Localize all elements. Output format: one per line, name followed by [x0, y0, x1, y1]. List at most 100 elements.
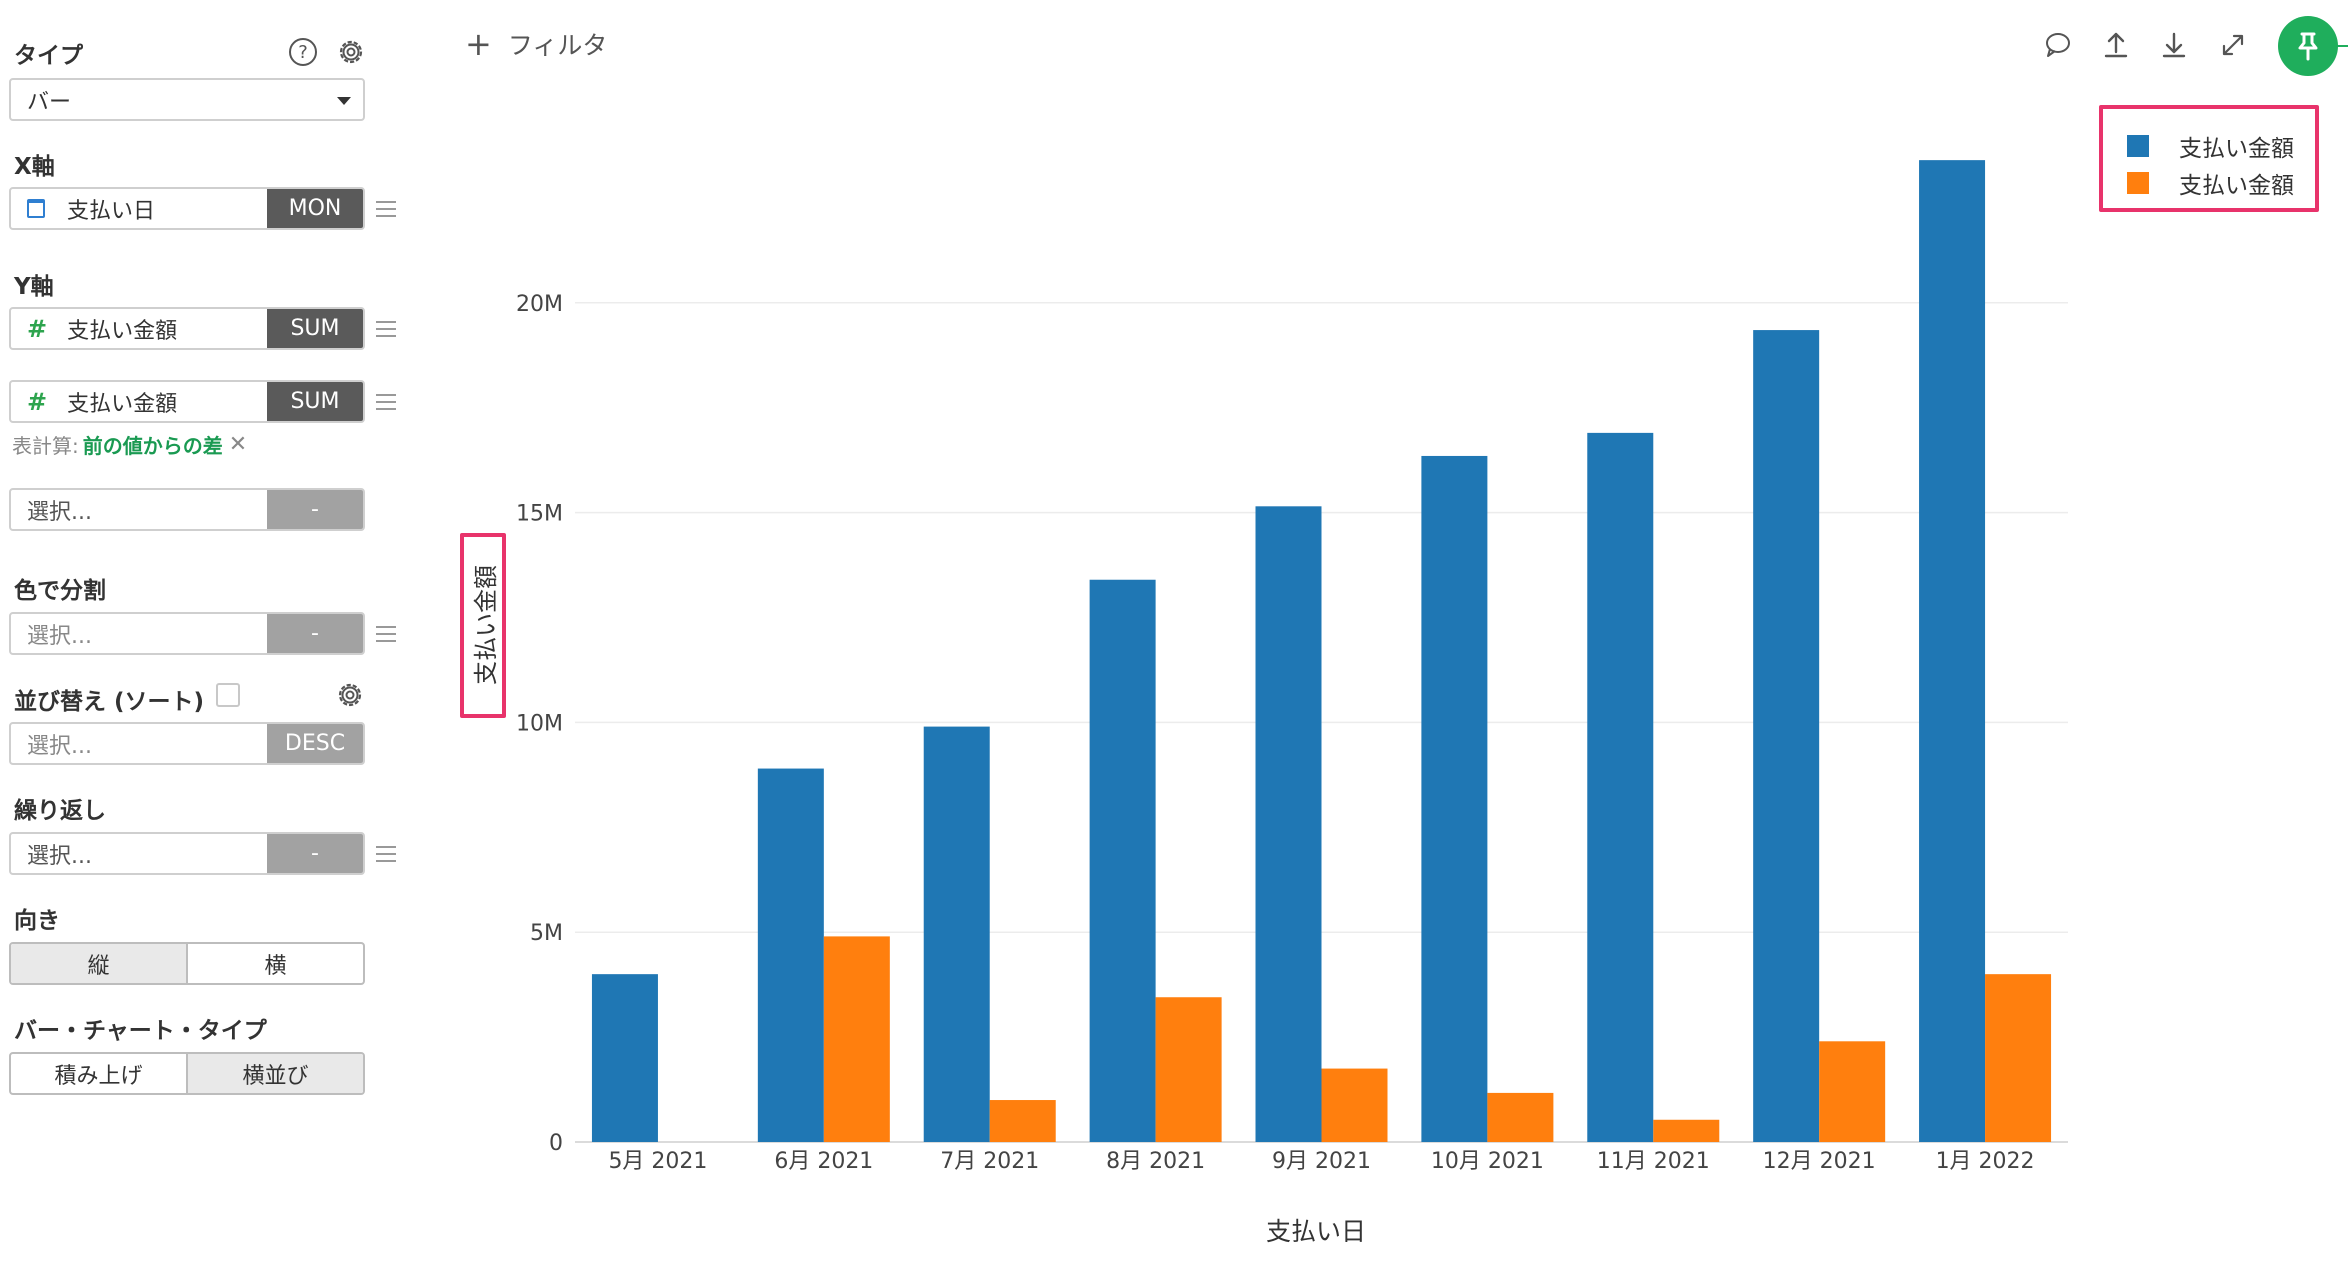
legend-swatch-2 — [2127, 172, 2149, 194]
y-axis-aggregation-button-2[interactable]: SUM — [267, 382, 363, 421]
y-axis-2-menu-icon[interactable] — [376, 394, 396, 410]
chevron-down-icon — [337, 97, 351, 105]
bar-1[interactable] — [757, 768, 824, 1142]
number-type-icon: # — [27, 387, 48, 416]
repeat-placeholder: 選択... — [27, 843, 92, 869]
pin-icon — [2298, 32, 2318, 61]
x-axis-aggregation-button[interactable]: MON — [267, 189, 363, 228]
comment-icon[interactable] — [2043, 30, 2073, 60]
bar-2[interactable] — [1321, 1068, 1388, 1142]
y-axis-title-highlight — [460, 533, 506, 718]
table-calculation-label: 表計算: — [12, 434, 79, 458]
y-axis-label: Y軸 — [14, 274, 54, 300]
sort-select[interactable]: 選択... DESC — [9, 722, 365, 765]
table-calculation-value[interactable]: 前の値からの差 — [82, 434, 223, 458]
color-split-menu-icon[interactable] — [376, 626, 396, 642]
x-tick-label: 1月 2022 — [1936, 1149, 2035, 1174]
bars — [591, 160, 2052, 1143]
add-filter-button[interactable]: + フィルタ — [465, 26, 607, 62]
y-axis-field-2-name: 支払い金額 — [67, 391, 178, 417]
x-tick-label: 5月 2021 — [608, 1149, 707, 1174]
pin-connector — [2336, 45, 2348, 47]
x-tick-label: 6月 2021 — [774, 1149, 873, 1174]
color-split-select[interactable]: 選択... - — [9, 612, 365, 655]
bar-1[interactable] — [1587, 432, 1654, 1143]
type-settings-gear-icon[interactable] — [336, 37, 366, 67]
close-icon[interactable]: ✕ — [228, 432, 248, 457]
repeat-menu-icon[interactable] — [376, 846, 396, 862]
x-axis-field-name: 支払い日 — [67, 198, 156, 224]
color-split-placeholder: 選択... — [27, 623, 92, 649]
y-axis-aggregation-button-1[interactable]: SUM — [267, 309, 363, 348]
sort-label: 並び替え (ソート) — [14, 689, 205, 715]
bar-1[interactable] — [1421, 455, 1488, 1143]
bar-2[interactable] — [989, 1100, 1056, 1142]
x-tick-label: 7月 2021 — [940, 1149, 1039, 1174]
bar-1[interactable] — [923, 726, 990, 1142]
x-tick-label: 12月 2021 — [1763, 1149, 1876, 1174]
x-axis-menu-icon[interactable] — [376, 201, 396, 217]
bar-2[interactable] — [1155, 997, 1222, 1142]
legend-item-1[interactable]: 支払い金額 — [2127, 129, 2294, 163]
y-axis-add-select[interactable]: 選択... - — [9, 488, 365, 531]
pin-button[interactable] — [2278, 16, 2338, 76]
x-axis-label: X軸 — [14, 154, 55, 180]
sort-checkbox[interactable] — [216, 683, 240, 707]
orientation-horizontal-button[interactable]: 横 — [186, 944, 363, 983]
help-icon[interactable]: ? — [289, 38, 317, 66]
type-label: タイプ — [14, 43, 83, 69]
upload-icon[interactable] — [2101, 30, 2131, 60]
y-axis-field-1[interactable]: # 支払い金額 SUM — [9, 307, 365, 350]
bar-1[interactable] — [591, 974, 658, 1142]
y-axis-field-2[interactable]: # 支払い金額 SUM — [9, 380, 365, 423]
y-axis-add-tag[interactable]: - — [267, 490, 363, 529]
chart-type-select[interactable]: バー — [9, 78, 365, 121]
repeat-select[interactable]: 選択... - — [9, 832, 365, 875]
bar-1[interactable] — [1919, 160, 1986, 1143]
bar-1[interactable] — [1255, 506, 1322, 1142]
bar-chart-type-toggle: 積み上げ 横並び — [9, 1052, 365, 1095]
y-axis-field-1-name: 支払い金額 — [67, 318, 178, 344]
y-axis-1-menu-icon[interactable] — [376, 321, 396, 337]
expand-icon[interactable] — [2218, 30, 2248, 60]
table-calculation-row: 表計算: 前の値からの差 ✕ — [12, 430, 247, 459]
x-tick-label: 10月 2021 — [1431, 1149, 1544, 1174]
orientation-label: 向き — [14, 908, 60, 934]
x-axis-field[interactable]: 支払い日 MON — [9, 187, 365, 230]
y-axis-title: 支払い金額 — [472, 565, 500, 685]
color-split-tag[interactable]: - — [267, 614, 363, 653]
y-axis-add-placeholder: 選択... — [27, 499, 92, 525]
x-tick-label: 11月 2021 — [1597, 1149, 1710, 1174]
bar-2[interactable] — [1985, 974, 2052, 1142]
sort-placeholder: 選択... — [27, 733, 92, 759]
bar-2[interactable] — [1653, 1119, 1720, 1142]
bar-type-grouped-button[interactable]: 横並び — [186, 1054, 363, 1093]
filter-label: フィルタ — [507, 31, 608, 60]
sort-direction-button[interactable]: DESC — [267, 724, 363, 763]
sort-settings-gear-icon[interactable] — [335, 680, 365, 710]
bar-type-stacked-button[interactable]: 積み上げ — [54, 1063, 143, 1089]
calendar-icon — [27, 199, 45, 218]
bar-2[interactable] — [1819, 1041, 1886, 1142]
chart-type-value: バー — [27, 89, 72, 115]
plus-icon: + — [465, 25, 492, 63]
x-tick-label: 9月 2021 — [1272, 1149, 1371, 1174]
x-tick-label: 8月 2021 — [1106, 1149, 1205, 1174]
bar-1[interactable] — [1089, 579, 1156, 1142]
color-split-label: 色で分割 — [14, 578, 106, 604]
y-tick-label: 0 — [549, 1131, 563, 1156]
bar-2[interactable] — [823, 936, 890, 1142]
number-type-icon: # — [27, 314, 48, 343]
y-tick-label: 5M — [530, 921, 563, 946]
download-icon[interactable] — [2159, 30, 2189, 60]
legend-item-2[interactable]: 支払い金額 — [2127, 166, 2294, 200]
bar-2[interactable] — [1487, 1092, 1554, 1142]
bar-1[interactable] — [1753, 330, 1820, 1143]
chart-settings-sidebar: タイプ ? バー X軸 支払い日 MON Y軸 # 支払い金額 SUM # 支払… — [0, 0, 410, 1266]
legend-label-1: 支払い金額 — [2179, 136, 2294, 162]
x-axis-ticks: 5月 2021 6月 2021 7月 2021 8月 2021 9月 2021 10月 2… — [608, 1149, 2034, 1174]
orientation-vertical-button[interactable]: 縦 — [11, 944, 186, 983]
repeat-tag[interactable]: - — [267, 834, 363, 873]
legend-label-2: 支払い金額 — [2179, 173, 2294, 199]
